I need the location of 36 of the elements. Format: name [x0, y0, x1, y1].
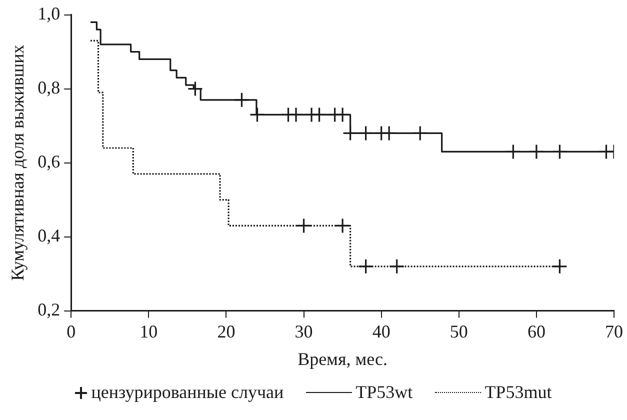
x-tick-label: 70: [605, 321, 623, 342]
point: [505, 144, 521, 160]
y-tick-label: 0,8: [38, 78, 60, 98]
point: [311, 106, 328, 122]
y-tick-label: 0,2: [38, 300, 60, 320]
x-axis-title: Время, мес.: [298, 348, 388, 369]
point: [234, 92, 250, 108]
x-tick-label: 20: [217, 321, 236, 342]
point: [412, 125, 428, 141]
y-tick-label: 1,0: [38, 4, 60, 24]
point: [552, 144, 568, 160]
legend-label: цензурированные случаи: [91, 382, 284, 403]
x-tick-label: 40: [372, 321, 390, 342]
x-tick-label: 0: [66, 321, 76, 342]
x-tick-label: 50: [450, 321, 468, 342]
point: [249, 106, 266, 122]
y-tick-label: 0,6: [38, 152, 60, 172]
point: [358, 258, 374, 274]
y-axis-title: Кумулятивная доля выживших: [8, 44, 28, 281]
x-tick-label: 30: [294, 321, 313, 342]
x-tick-label: 10: [140, 321, 158, 342]
point: [389, 258, 405, 274]
y-tick-label: 0,4: [38, 226, 60, 246]
point: [187, 81, 203, 97]
point: [358, 125, 374, 141]
point: [342, 125, 358, 141]
point: [552, 258, 568, 274]
point: [381, 125, 397, 141]
point: [296, 218, 312, 234]
legend-label: TP53wt: [356, 382, 413, 403]
x-tick-label: 60: [527, 321, 546, 342]
point: [288, 106, 304, 122]
point: [334, 106, 350, 122]
point: [528, 144, 544, 160]
point: [334, 218, 350, 234]
legend-label: TP53mut: [484, 382, 552, 403]
